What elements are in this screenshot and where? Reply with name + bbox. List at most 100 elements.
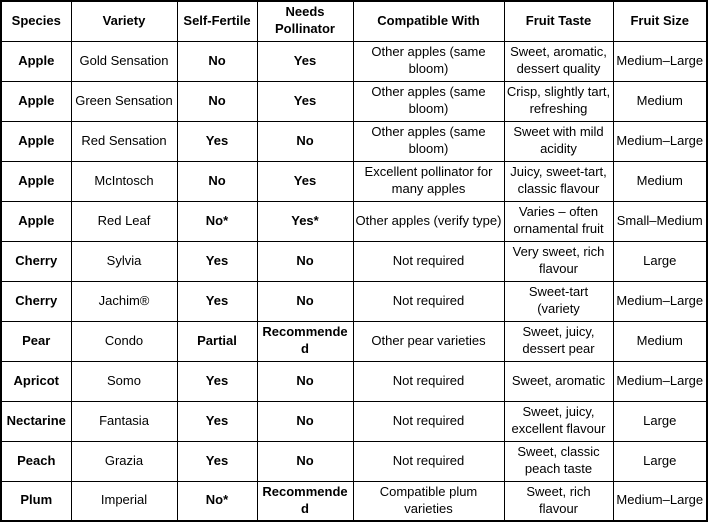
table-row: Apple Gold Sensation No Yes Other apples…	[0, 40, 708, 82]
table-row: Cherry Sylvia Yes No Not required Very s…	[0, 240, 708, 282]
cell-needs-pollinator: Yes*	[256, 200, 354, 242]
cell-needs-pollinator: No	[256, 120, 354, 162]
cell-variety: Condo	[70, 320, 178, 362]
cell-fruit-size: Medium–Large	[612, 360, 708, 402]
cell-variety: Green Sensation	[70, 80, 178, 122]
table-row: Peach Grazia Yes No Not required Sweet, …	[0, 440, 708, 482]
cell-fruit-taste: Sweet, classic peach taste	[503, 440, 614, 482]
cell-variety: Grazia	[70, 440, 178, 482]
cell-self-fertile: No*	[176, 200, 258, 242]
table-row: Pear Condo Partial Recommended Other pea…	[0, 320, 708, 362]
cell-compatible-with: Other apples (same bloom)	[352, 80, 505, 122]
cell-fruit-size: Medium–Large	[612, 480, 708, 522]
cell-compatible-with: Compatible plum varieties	[352, 480, 505, 522]
cell-species: Apple	[0, 80, 72, 122]
cell-variety: McIntosch	[70, 160, 178, 202]
cell-species: Apple	[0, 160, 72, 202]
table-row: Apricot Somo Yes No Not required Sweet, …	[0, 360, 708, 402]
cell-compatible-with: Other apples (verify type)	[352, 200, 505, 242]
cell-needs-pollinator: Recommended	[256, 480, 354, 522]
cell-needs-pollinator: Yes	[256, 160, 354, 202]
header-row: Species Variety Self-Fertile Needs Polli…	[0, 0, 708, 42]
cell-compatible-with: Excellent pollinator for many apples	[352, 160, 505, 202]
cell-compatible-with: Other pear varieties	[352, 320, 505, 362]
cell-fruit-taste: Sweet, aromatic, dessert quality	[503, 40, 614, 82]
cell-variety: Somo	[70, 360, 178, 402]
cell-fruit-size: Medium–Large	[612, 40, 708, 82]
cell-compatible-with: Not required	[352, 240, 505, 282]
cell-species: Cherry	[0, 280, 72, 322]
cell-self-fertile: Yes	[176, 120, 258, 162]
cell-needs-pollinator: No	[256, 280, 354, 322]
cell-species: Apple	[0, 120, 72, 162]
cell-compatible-with: Other apples (same bloom)	[352, 120, 505, 162]
cell-fruit-taste: Sweet with mild acidity	[503, 120, 614, 162]
table-row: Cherry Jachim® Yes No Not required Sweet…	[0, 280, 708, 322]
cell-fruit-size: Medium	[612, 320, 708, 362]
cell-variety: Imperial	[70, 480, 178, 522]
cell-fruit-size: Medium	[612, 80, 708, 122]
cell-species: Pear	[0, 320, 72, 362]
cell-fruit-taste: Sweet, aromatic	[503, 360, 614, 402]
column-header-self-fertile: Self-Fertile	[176, 0, 258, 42]
cell-variety: Sylvia	[70, 240, 178, 282]
cell-fruit-taste: Juicy, sweet-tart, classic flavour	[503, 160, 614, 202]
table-row: Apple Green Sensation No Yes Other apple…	[0, 80, 708, 122]
cell-self-fertile: Yes	[176, 400, 258, 442]
cell-fruit-size: Medium–Large	[612, 120, 708, 162]
table-row: Apple Red Leaf No* Yes* Other apples (ve…	[0, 200, 708, 242]
cell-fruit-taste: Sweet, juicy, dessert pear	[503, 320, 614, 362]
cell-fruit-size: Large	[612, 400, 708, 442]
cell-compatible-with: Not required	[352, 400, 505, 442]
cell-species: Plum	[0, 480, 72, 522]
column-header-variety: Variety	[70, 0, 178, 42]
cell-compatible-with: Other apples (same bloom)	[352, 40, 505, 82]
cell-self-fertile: Yes	[176, 280, 258, 322]
cell-fruit-taste: Varies – often ornamental fruit	[503, 200, 614, 242]
table-row: Apple McIntosch No Yes Excellent pollina…	[0, 160, 708, 202]
cell-self-fertile: Yes	[176, 440, 258, 482]
cell-self-fertile: No*	[176, 480, 258, 522]
column-header-fruit-taste: Fruit Taste	[503, 0, 614, 42]
cell-variety: Fantasia	[70, 400, 178, 442]
cell-fruit-size: Large	[612, 240, 708, 282]
cell-fruit-taste: Crisp, slightly tart, refreshing	[503, 80, 614, 122]
cell-species: Apricot	[0, 360, 72, 402]
cell-needs-pollinator: No	[256, 360, 354, 402]
cell-species: Cherry	[0, 240, 72, 282]
cell-self-fertile: No	[176, 80, 258, 122]
cell-species: Apple	[0, 200, 72, 242]
cell-needs-pollinator: No	[256, 440, 354, 482]
cell-species: Apple	[0, 40, 72, 82]
cell-variety: Jachim®	[70, 280, 178, 322]
table-row: Nectarine Fantasia Yes No Not required S…	[0, 400, 708, 442]
cell-needs-pollinator: No	[256, 240, 354, 282]
cell-needs-pollinator: Yes	[256, 40, 354, 82]
cell-fruit-taste: Very sweet, rich flavour	[503, 240, 614, 282]
cell-compatible-with: Not required	[352, 440, 505, 482]
cell-fruit-taste: Sweet-tart (variety	[503, 280, 614, 322]
column-header-compatible-with: Compatible With	[352, 0, 505, 42]
column-header-fruit-size: Fruit Size	[612, 0, 708, 42]
cell-self-fertile: No	[176, 40, 258, 82]
cell-variety: Gold Sensation	[70, 40, 178, 82]
cell-variety: Red Leaf	[70, 200, 178, 242]
cell-fruit-taste: Sweet, juicy, excellent flavour	[503, 400, 614, 442]
table-row: Plum Imperial No* Recommended Compatible…	[0, 480, 708, 522]
table-row: Apple Red Sensation Yes No Other apples …	[0, 120, 708, 162]
cell-variety: Red Sensation	[70, 120, 178, 162]
cell-compatible-with: Not required	[352, 360, 505, 402]
cell-needs-pollinator: Recommended	[256, 320, 354, 362]
cell-fruit-size: Medium	[612, 160, 708, 202]
column-header-species: Species	[0, 0, 72, 42]
cell-needs-pollinator: No	[256, 400, 354, 442]
cell-fruit-size: Large	[612, 440, 708, 482]
cell-self-fertile: Yes	[176, 360, 258, 402]
cell-fruit-size: Small–Medium	[612, 200, 708, 242]
cell-fruit-size: Medium–Large	[612, 280, 708, 322]
column-header-needs-pollinator: Needs Pollinator	[256, 0, 354, 42]
cell-self-fertile: Partial	[176, 320, 258, 362]
cell-fruit-taste: Sweet, rich flavour	[503, 480, 614, 522]
cell-compatible-with: Not required	[352, 280, 505, 322]
